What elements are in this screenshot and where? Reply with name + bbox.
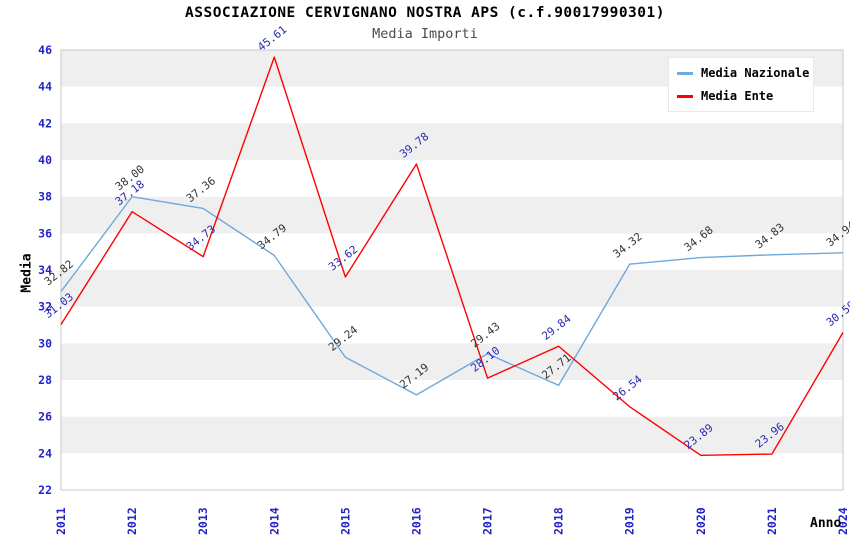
- y-tick-label: 30: [38, 336, 52, 350]
- legend-swatch-media-ente: [677, 94, 693, 98]
- y-tick-label: 26: [38, 410, 52, 424]
- x-tick-label: 2020: [694, 507, 708, 535]
- y-tick-label: 36: [38, 226, 52, 240]
- x-tick-label: 2015: [338, 507, 352, 535]
- x-tick-label: 2017: [481, 507, 495, 535]
- series-line-media-nazionale: [60, 195, 844, 396]
- legend-swatch-media-nazionale: [677, 71, 693, 75]
- legend-label-media-ente: Media Ente: [701, 89, 774, 103]
- y-tick-label: 22: [38, 483, 52, 497]
- y-tick-label: 40: [38, 153, 52, 167]
- grid-band: [61, 380, 843, 417]
- legend-item-media-nazionale: Media Nazionale: [677, 66, 809, 80]
- legend: Media Nazionale Media Ente: [668, 57, 814, 112]
- chart-subtitle: Media Importi: [372, 26, 478, 42]
- y-tick-label: 44: [38, 80, 52, 94]
- grid-band: [61, 306, 843, 344]
- grid-band: [61, 123, 843, 160]
- y-tick-label: 34: [38, 263, 52, 277]
- plot-border: [60, 49, 844, 491]
- x-axis-title: Anno: [810, 516, 842, 531]
- y-tick-label: 32: [38, 300, 52, 314]
- y-axis-title: Media: [19, 253, 35, 293]
- x-tick-label: 2016: [409, 507, 423, 535]
- legend-item-media-ente: Media Ente: [677, 89, 805, 103]
- grid-band: [61, 416, 843, 454]
- grid-band: [61, 270, 843, 307]
- series-line-media-ente: [60, 56, 844, 457]
- y-tick-label: 38: [38, 190, 52, 204]
- y-tick-label: 24: [38, 446, 52, 460]
- x-tick-label: 2011: [54, 507, 68, 535]
- y-tick-label: 28: [38, 373, 52, 387]
- x-tick-label: 2024: [836, 507, 850, 535]
- grid-band: [61, 160, 843, 197]
- x-tick-label: 2019: [623, 507, 637, 535]
- value-label-media-ente: 45.61: [255, 23, 289, 54]
- legend-label-media-nazionale: Media Nazionale: [701, 66, 810, 80]
- y-tick-label: 46: [38, 43, 52, 57]
- grid-band: [61, 453, 843, 490]
- x-tick-label: 2014: [267, 507, 281, 535]
- x-tick-label: 2021: [765, 507, 779, 535]
- grid-band: [61, 196, 843, 234]
- x-tick-label: 2013: [196, 507, 210, 535]
- y-tick-label: 42: [38, 116, 52, 130]
- x-tick-label: 2018: [552, 507, 566, 535]
- grid-band: [61, 233, 843, 270]
- chart-title: ASSOCIAZIONE CERVIGNANO NOSTRA APS (c.f.…: [185, 5, 665, 21]
- x-tick-label: 2012: [125, 507, 139, 535]
